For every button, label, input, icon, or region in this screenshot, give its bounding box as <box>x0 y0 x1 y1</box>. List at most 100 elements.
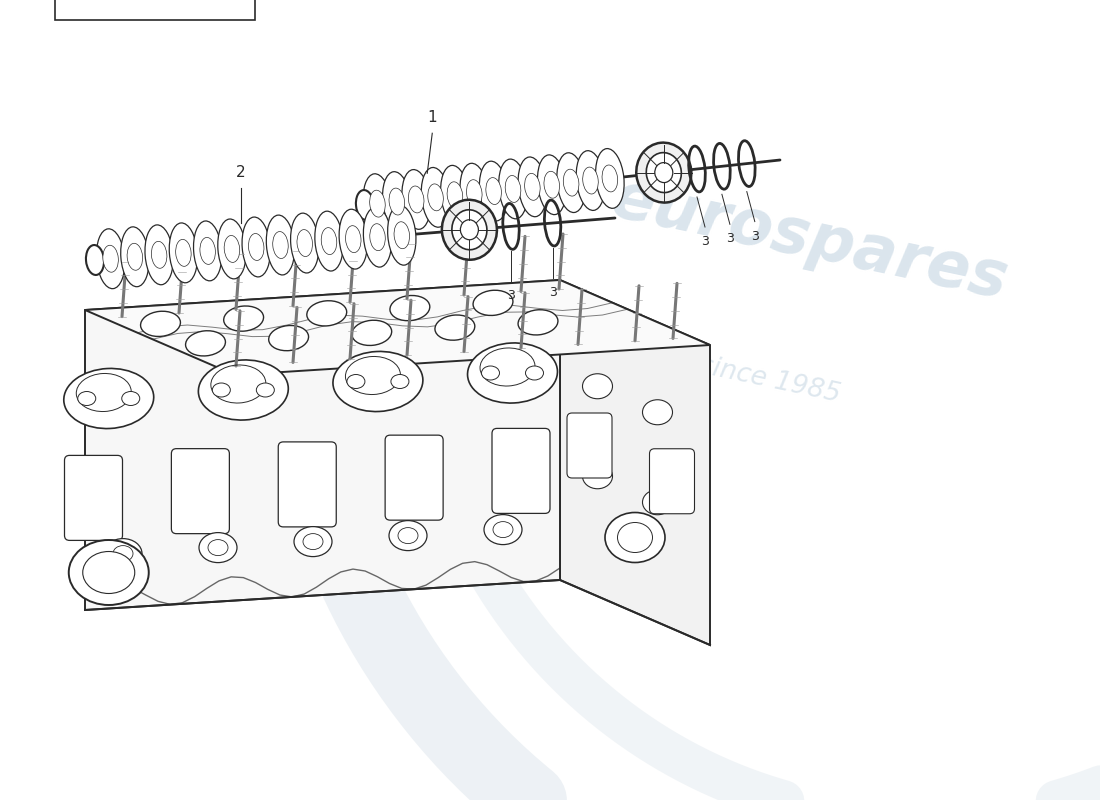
Ellipse shape <box>605 513 665 562</box>
Ellipse shape <box>402 170 430 230</box>
Ellipse shape <box>208 540 228 556</box>
Ellipse shape <box>333 351 422 411</box>
Ellipse shape <box>583 374 613 398</box>
Ellipse shape <box>249 234 264 261</box>
Ellipse shape <box>356 190 374 220</box>
Text: 3: 3 <box>507 290 515 302</box>
Ellipse shape <box>297 230 312 257</box>
FancyBboxPatch shape <box>385 435 443 520</box>
Ellipse shape <box>394 222 409 249</box>
FancyBboxPatch shape <box>65 455 122 541</box>
Ellipse shape <box>642 490 672 514</box>
Ellipse shape <box>595 149 624 208</box>
Ellipse shape <box>169 223 198 282</box>
Ellipse shape <box>113 546 133 562</box>
Ellipse shape <box>256 383 274 397</box>
Ellipse shape <box>482 366 499 380</box>
Ellipse shape <box>363 207 392 267</box>
Ellipse shape <box>421 167 450 227</box>
Ellipse shape <box>218 219 246 279</box>
Ellipse shape <box>647 153 681 193</box>
Ellipse shape <box>563 170 579 196</box>
Text: 1: 1 <box>428 110 437 126</box>
Ellipse shape <box>194 221 222 281</box>
Ellipse shape <box>242 217 271 277</box>
Ellipse shape <box>538 155 566 214</box>
Ellipse shape <box>441 166 470 225</box>
Ellipse shape <box>583 167 598 194</box>
Ellipse shape <box>452 210 487 250</box>
Text: a parts since 1985: a parts since 1985 <box>597 332 843 408</box>
Ellipse shape <box>104 538 142 569</box>
Ellipse shape <box>636 142 691 202</box>
Ellipse shape <box>525 174 540 200</box>
Ellipse shape <box>339 210 367 269</box>
Ellipse shape <box>434 315 475 340</box>
Ellipse shape <box>460 163 488 223</box>
Ellipse shape <box>557 153 585 213</box>
Ellipse shape <box>102 246 119 272</box>
Ellipse shape <box>466 180 482 206</box>
Ellipse shape <box>617 522 652 553</box>
Text: 3: 3 <box>701 235 708 248</box>
Ellipse shape <box>389 521 427 550</box>
FancyBboxPatch shape <box>172 449 230 534</box>
Ellipse shape <box>387 206 416 265</box>
Ellipse shape <box>526 366 543 380</box>
Ellipse shape <box>390 374 409 389</box>
Ellipse shape <box>398 528 418 544</box>
Ellipse shape <box>473 290 513 315</box>
Ellipse shape <box>642 400 672 425</box>
Ellipse shape <box>363 174 392 234</box>
Ellipse shape <box>82 551 134 594</box>
Text: 3: 3 <box>751 230 759 242</box>
Ellipse shape <box>273 231 288 258</box>
Ellipse shape <box>461 220 478 240</box>
Ellipse shape <box>78 391 96 406</box>
Ellipse shape <box>321 228 337 254</box>
Ellipse shape <box>290 213 319 273</box>
Ellipse shape <box>224 235 240 262</box>
Ellipse shape <box>97 229 124 289</box>
Bar <box>55 0 255 20</box>
Ellipse shape <box>223 306 264 331</box>
Ellipse shape <box>186 330 225 356</box>
FancyBboxPatch shape <box>566 413 612 478</box>
Ellipse shape <box>389 295 430 321</box>
Ellipse shape <box>352 320 392 346</box>
Ellipse shape <box>141 311 180 337</box>
Ellipse shape <box>518 310 558 335</box>
Ellipse shape <box>176 239 191 266</box>
Ellipse shape <box>266 215 295 275</box>
Text: 3: 3 <box>549 286 557 299</box>
Text: 3: 3 <box>726 232 734 246</box>
Text: eurospares: eurospares <box>606 168 1014 312</box>
Ellipse shape <box>544 171 560 198</box>
Polygon shape <box>560 280 710 645</box>
Ellipse shape <box>346 374 365 389</box>
Ellipse shape <box>268 326 309 350</box>
Ellipse shape <box>345 226 361 253</box>
Ellipse shape <box>654 162 673 182</box>
Ellipse shape <box>442 200 497 260</box>
Ellipse shape <box>383 172 411 231</box>
Ellipse shape <box>199 533 236 562</box>
Ellipse shape <box>493 522 513 538</box>
FancyBboxPatch shape <box>278 442 337 527</box>
Ellipse shape <box>468 343 558 403</box>
Ellipse shape <box>576 150 605 210</box>
Ellipse shape <box>486 178 502 205</box>
FancyBboxPatch shape <box>492 429 550 514</box>
Polygon shape <box>85 280 560 610</box>
Ellipse shape <box>86 245 104 275</box>
Ellipse shape <box>370 224 385 250</box>
Ellipse shape <box>389 188 405 215</box>
Ellipse shape <box>518 157 547 217</box>
Ellipse shape <box>152 242 167 268</box>
Ellipse shape <box>408 186 424 213</box>
Ellipse shape <box>198 360 288 420</box>
Ellipse shape <box>200 238 216 264</box>
Polygon shape <box>85 280 710 375</box>
Ellipse shape <box>145 225 174 285</box>
Ellipse shape <box>294 526 332 557</box>
